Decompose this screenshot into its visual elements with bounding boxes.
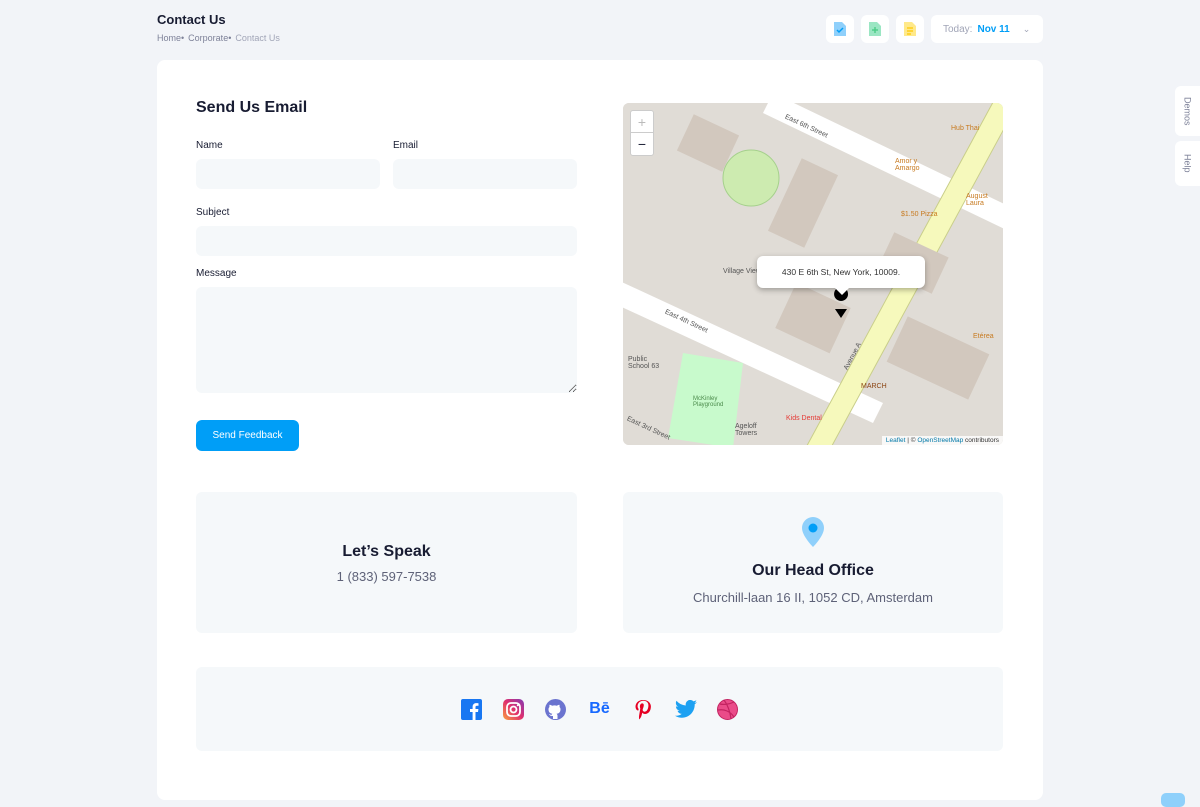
office-address: Churchill-laan 16 II, 1052 CD, Amsterdam: [693, 590, 933, 605]
subject-label: Subject: [196, 207, 230, 218]
subject-input[interactable]: [196, 226, 577, 256]
name-input[interactable]: [196, 159, 380, 189]
toolbar: Contact Us Home• Corporate• Contact Us T…: [0, 0, 1200, 60]
zoom-out-button[interactable]: −: [637, 136, 647, 152]
map-label: August Laura: [966, 193, 988, 207]
office-title: Our Head Office: [752, 562, 874, 579]
map-label: Amor y Amargo: [895, 158, 920, 172]
breadcrumb-corporate[interactable]: Corporate•: [188, 33, 232, 43]
breadcrumb-current: Contact Us: [235, 33, 280, 43]
office-card: Our Head Office Churchill-laan 16 II, 10…: [623, 492, 1003, 633]
page-title: Contact Us: [157, 12, 226, 27]
demos-tab[interactable]: Demos: [1175, 86, 1200, 136]
map-popup: 430 E 6th St, New York, 10009.: [757, 256, 925, 295]
map-label: Etérea: [973, 333, 994, 340]
leaflet-link[interactable]: Leaflet: [885, 437, 906, 444]
behance-icon[interactable]: Bē: [589, 700, 610, 717]
file-check-button[interactable]: [826, 15, 854, 43]
form-title: Send Us Email: [196, 99, 308, 116]
zoom-in-button[interactable]: +: [631, 111, 653, 133]
file-add-button[interactable]: [861, 15, 889, 43]
date-value: Nov 11: [977, 23, 1010, 35]
social-links: Bē: [196, 667, 1003, 751]
map-pin-icon: [802, 517, 824, 547]
facebook-icon[interactable]: [461, 698, 483, 720]
map[interactable]: East 6th Street East 4th Street Avenue A…: [623, 103, 1003, 445]
message-textarea[interactable]: [196, 287, 577, 393]
email-input[interactable]: [393, 159, 577, 189]
map-label: Village View Houses: [723, 268, 787, 275]
message-label: Message: [196, 268, 237, 279]
map-label: Ageloff Towers: [735, 423, 758, 437]
osm-link[interactable]: OpenStreetMap: [917, 437, 964, 444]
map-zoom-control: + −: [630, 110, 654, 156]
map-label: McKinley Playground: [693, 396, 724, 408]
email-label: Email: [393, 140, 419, 151]
github-icon[interactable]: [545, 698, 567, 720]
date-picker[interactable]: Today: Nov 11 ⌄: [931, 15, 1043, 43]
map-attribution: Leaflet | © OpenStreetMap contributors: [881, 436, 1003, 445]
phone-card: Let’s Speak 1 (833) 597-7538: [196, 492, 577, 633]
map-label: $1.50 Pizza: [901, 211, 938, 218]
chevron-down-icon: ⌄: [1022, 23, 1031, 34]
file-text-icon: [904, 22, 916, 36]
dribbble-icon[interactable]: [717, 698, 739, 720]
help-tab[interactable]: Help: [1175, 141, 1200, 186]
name-label: Name: [196, 140, 223, 151]
map-label: Hub Thai: [951, 125, 980, 132]
instagram-icon[interactable]: [503, 698, 525, 720]
file-text-button[interactable]: [896, 15, 924, 43]
phone-title: Let’s Speak: [342, 543, 431, 560]
pinterest-icon[interactable]: [633, 698, 655, 720]
map-label: MARCH: [861, 383, 887, 390]
scroll-top-button[interactable]: [1161, 793, 1185, 807]
breadcrumb-home[interactable]: Home•: [157, 33, 185, 43]
phone-number[interactable]: 1 (833) 597-7538: [336, 569, 437, 584]
date-label: Today:: [943, 23, 973, 35]
breadcrumb: Home• Corporate• Contact Us: [157, 33, 280, 43]
map-label: Public School 63: [628, 356, 660, 370]
map-label: Kids Dental: [786, 415, 822, 422]
file-add-icon: [869, 22, 881, 36]
send-feedback-button[interactable]: Send Feedback: [196, 420, 299, 451]
twitter-icon[interactable]: [674, 698, 697, 720]
file-check-icon: [834, 22, 846, 36]
